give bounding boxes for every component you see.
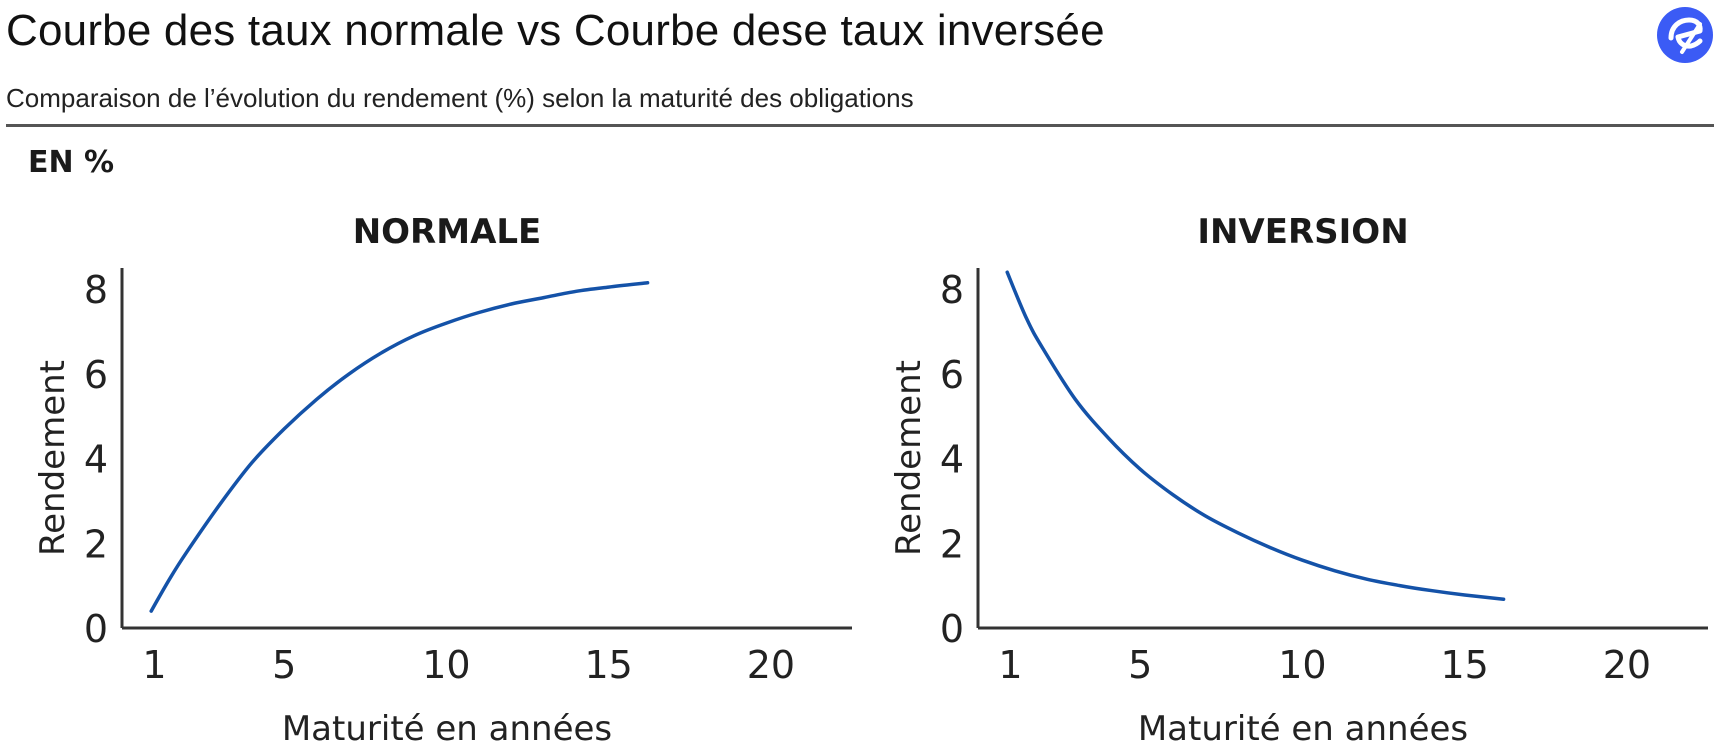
series-line-normal bbox=[149, 281, 650, 613]
x-axis-label-inversion: Maturité en années bbox=[1138, 709, 1468, 749]
unit-label: EN % bbox=[28, 145, 114, 180]
y-tick-label: 2 bbox=[84, 522, 108, 566]
x-tick-label: 10 bbox=[1278, 643, 1326, 687]
y-tick-label: 6 bbox=[940, 353, 964, 397]
x-tick-label: 5 bbox=[1128, 643, 1152, 687]
x-tick-label: 20 bbox=[1603, 643, 1651, 687]
e-logo-icon bbox=[1657, 7, 1713, 63]
x-tick-label: 10 bbox=[422, 643, 470, 687]
x-tick-label: 20 bbox=[747, 643, 795, 687]
y-tick-label: 8 bbox=[84, 268, 108, 312]
y-tick-label: 2 bbox=[940, 522, 964, 566]
x-axis-label-normal: Maturité en années bbox=[282, 709, 612, 749]
x-tick-label: 1 bbox=[142, 643, 166, 687]
y-tick-label: 8 bbox=[940, 268, 964, 312]
page-title: Courbe des taux normale vs Courbe dese t… bbox=[6, 6, 1105, 55]
x-tick-label: 5 bbox=[272, 643, 296, 687]
y-tick-label: 0 bbox=[84, 607, 108, 651]
y-tick-label: 0 bbox=[940, 607, 964, 651]
y-tick-label: 4 bbox=[940, 438, 964, 482]
panel-title-normal: NORMALE bbox=[353, 212, 542, 252]
page-subtitle: Comparaison de l’évolution du rendement … bbox=[6, 83, 914, 113]
y-axis-label-normal: Rendement bbox=[33, 360, 73, 556]
x-tick-label: 1 bbox=[998, 643, 1022, 687]
y-axis-label-inversion: Rendement bbox=[889, 360, 929, 556]
header-divider bbox=[6, 124, 1714, 127]
x-tick-label: 15 bbox=[584, 643, 632, 687]
x-tick-label: 15 bbox=[1440, 643, 1488, 687]
y-tick-label: 4 bbox=[84, 438, 108, 482]
y-tick-label: 6 bbox=[84, 353, 108, 397]
panel-title-inversion: INVERSION bbox=[1197, 212, 1408, 252]
series-line-inversion bbox=[1005, 270, 1506, 601]
